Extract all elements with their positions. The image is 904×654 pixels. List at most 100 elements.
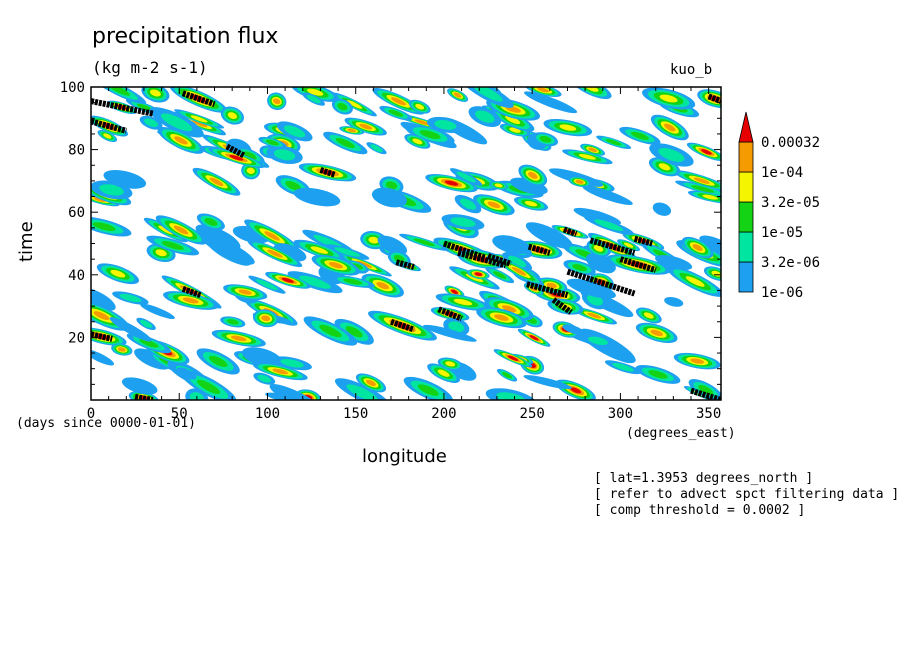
x-tick-label: 0 <box>87 406 95 422</box>
precip-level-5 <box>281 277 294 283</box>
precip-streak <box>334 378 390 400</box>
precip-level-4 <box>487 201 501 209</box>
x-axis-units: (degrees_east) <box>626 426 736 441</box>
precip-level-4 <box>192 120 208 128</box>
precip-level-2 <box>605 139 622 146</box>
x-tick-label: 350 <box>696 406 721 422</box>
precip-level-0 <box>699 235 721 256</box>
precip-level-4 <box>453 92 462 98</box>
precip-streak <box>441 214 485 231</box>
precip-streak <box>648 157 681 177</box>
precip-level-4 <box>414 119 430 126</box>
precip-level-3 <box>559 124 577 131</box>
precip-level-3 <box>643 312 654 319</box>
precip-level-3 <box>658 163 671 171</box>
threshold-track <box>181 286 202 298</box>
precip-streak <box>331 98 353 115</box>
colorbar: 1e-06 3.2e-06 1e-05 3.2e-05 1e-04 0.00032 <box>738 111 820 301</box>
colorbar-label: 1e-06 <box>761 285 803 301</box>
precip-streak <box>596 135 632 149</box>
precip-streak <box>149 107 204 138</box>
precip-streak <box>103 170 147 189</box>
precip-level-0 <box>176 367 197 380</box>
precip-streak <box>568 176 591 188</box>
precip-streak <box>435 293 491 311</box>
colorbar-box <box>738 171 754 203</box>
precip-streak <box>518 164 548 187</box>
threshold-track <box>457 249 507 269</box>
precip-streak <box>532 132 559 147</box>
precip-level-3 <box>310 246 328 254</box>
precip-streak <box>581 334 615 348</box>
precip-streak <box>461 87 514 108</box>
precip-level-0 <box>103 170 147 189</box>
precip-streak <box>252 362 308 381</box>
precip-level-5 <box>529 335 539 341</box>
precip-level-1 <box>256 279 278 291</box>
x-tick-label: 100 <box>255 406 280 422</box>
precip-streak <box>688 379 721 400</box>
precip-streak <box>339 126 365 135</box>
precip-level-1 <box>508 255 527 268</box>
precip-streak <box>287 271 343 294</box>
precip-streak <box>426 116 464 133</box>
precip-level-4 <box>328 261 343 269</box>
precip-level-1 <box>299 275 331 289</box>
precip-streak <box>502 252 532 271</box>
note-latitude: [ lat=1.3953 degrees_north ] <box>594 471 814 486</box>
precip-level-4 <box>692 244 703 252</box>
precip-streak <box>423 324 477 342</box>
precip-streak <box>211 329 266 347</box>
colorbar-label: 1e-04 <box>761 165 803 181</box>
colorbar-label: 3.2e-06 <box>761 255 820 271</box>
precip-streak <box>196 213 225 231</box>
precip-streak <box>427 363 460 383</box>
precip-streak <box>192 167 241 196</box>
precip-level-0 <box>582 185 633 206</box>
precip-streak <box>635 322 678 343</box>
precip-streak <box>112 291 149 305</box>
precip-streak <box>649 143 694 167</box>
precip-level-4 <box>264 231 280 241</box>
precip-streak <box>673 352 721 370</box>
precip-streak <box>681 236 714 259</box>
precip-level-1 <box>280 359 304 368</box>
precip-streak <box>513 196 549 211</box>
precip-level-4 <box>261 315 271 322</box>
precip-streak <box>580 143 606 156</box>
precip-streak <box>276 121 313 142</box>
precip-streak <box>673 170 721 192</box>
precip-streak <box>699 235 721 256</box>
precip-level-1 <box>475 110 495 123</box>
precip-streak <box>311 254 360 276</box>
precip-streak <box>493 349 533 368</box>
precip-level-2 <box>285 180 301 191</box>
precip-streak <box>91 287 116 311</box>
precip-level-1 <box>448 321 465 333</box>
time-units: (days since 0000-01-01) <box>16 416 197 431</box>
precip-streak <box>485 267 515 284</box>
x-axis-label: longitude <box>362 446 447 467</box>
threshold-track <box>225 143 246 159</box>
precip-level-0 <box>562 324 584 335</box>
precip-level-2 <box>417 384 439 396</box>
precip-streak <box>136 317 156 331</box>
precip-streak <box>196 348 240 375</box>
precip-streak <box>635 364 681 384</box>
precip-level-3 <box>307 88 324 96</box>
colorbar-label: 1e-05 <box>761 225 803 241</box>
precip-streak <box>563 259 596 276</box>
precip-streak <box>176 367 197 380</box>
precip-streak <box>325 244 370 260</box>
precip-level-2 <box>648 370 668 379</box>
precip-streak <box>323 131 368 155</box>
run-name: kuo_b <box>670 62 713 78</box>
y-tick-label: 80 <box>68 143 85 159</box>
precip-streak <box>523 375 572 390</box>
precip-streak <box>650 114 689 141</box>
precip-level-4 <box>273 98 281 105</box>
precip-level-2 <box>630 131 649 140</box>
precip-level-1 <box>273 149 296 161</box>
threshold-track <box>91 331 113 342</box>
